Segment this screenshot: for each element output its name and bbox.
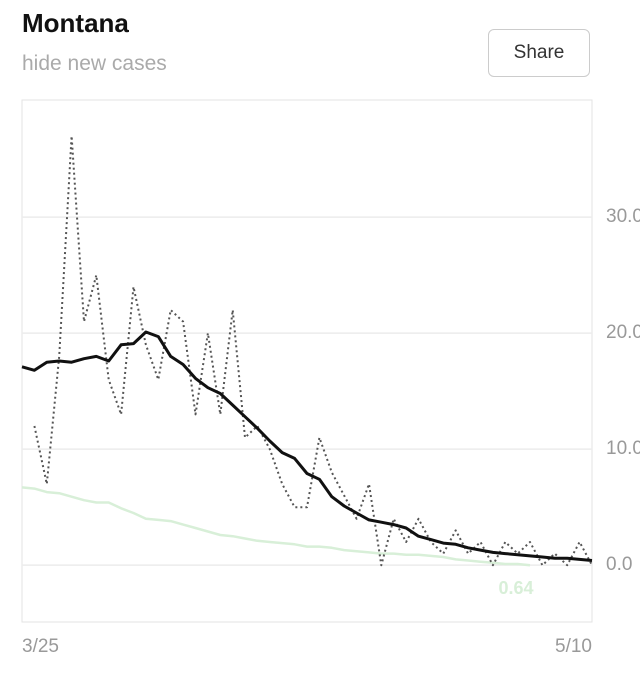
y-tick-label: 30.0 <box>606 206 640 227</box>
x-tick-label: 3/25 <box>22 636 59 657</box>
y-tick-label: 0.0 <box>606 554 632 575</box>
title: Montana <box>22 8 129 38</box>
y-tick-label: 20.0 <box>606 322 640 343</box>
annotation: 0.64 <box>499 578 534 598</box>
series-line <box>21 486 531 567</box>
plot-frame <box>21 99 593 623</box>
series-line <box>21 330 593 562</box>
y-tick-label: 10.0 <box>606 438 640 459</box>
x-tick-label: 5/10 <box>555 636 592 657</box>
series-line <box>33 135 593 567</box>
share-button[interactable]: Share <box>488 29 590 77</box>
toggle-link[interactable]: hide new cases <box>22 52 167 75</box>
